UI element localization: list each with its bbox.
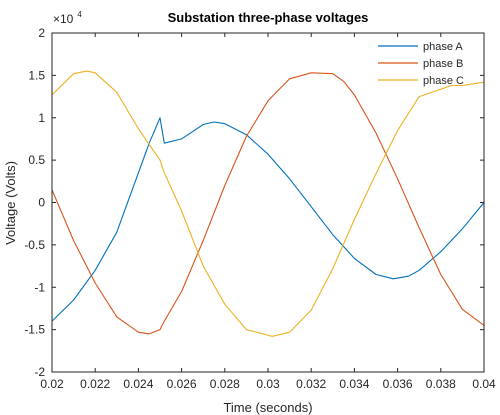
series-line-phase-c: [51, 70, 485, 337]
y-tick-label: 2: [38, 26, 45, 40]
y-tick-label: 1.5: [28, 68, 45, 82]
series-line-phase-a: [51, 117, 485, 322]
y-tick-label: -0.5: [24, 238, 45, 252]
y-axis-exponent: ×10 4: [53, 10, 82, 27]
y-tick-label: -1: [34, 280, 45, 294]
y-tick-label: 0.5: [28, 153, 45, 167]
x-tick-label: 0.02: [40, 377, 64, 391]
y-tick-label: 0: [38, 196, 45, 210]
series-layer: [51, 70, 485, 337]
y-tick-label: -2: [34, 365, 45, 379]
legend-entry-label: phase B: [423, 58, 463, 70]
x-tick-label: 0.022: [80, 377, 110, 391]
x-tick-label: 0.032: [296, 377, 326, 391]
chart-title: Substation three-phase voltages: [168, 10, 369, 25]
x-tick-label: 0.034: [339, 377, 369, 391]
legend: phase A phase B phase C: [378, 41, 464, 87]
plot-area: [52, 33, 484, 372]
x-tick-label: 0.04: [472, 377, 496, 391]
x-axis-ticks: 0.02 0.022 0.024 0.026 0.028 0.03 0.032 0.034 0.…: [40, 33, 496, 391]
x-tick-label: 0.028: [210, 377, 240, 391]
x-tick-label: 0.03: [256, 377, 280, 391]
legend-entry-label: phase C: [423, 75, 464, 87]
plot-frame: [51, 32, 485, 373]
y-axis-exponent-base: ×10: [53, 12, 74, 26]
legend-entry-label: phase A: [423, 41, 463, 53]
x-axis-label: Time (seconds): [223, 400, 312, 415]
x-tick-label: 0.026: [167, 377, 197, 391]
x-tick-label: 0.036: [383, 377, 413, 391]
y-tick-label: -1.5: [24, 323, 45, 337]
y-axis-exponent-power: 4: [77, 10, 82, 19]
y-axis-ticks: -2 -1.5 -1 -0.5 0 0.5 1 1.5 2: [24, 26, 484, 379]
y-axis-label: Voltage (Volts): [3, 161, 18, 245]
x-tick-label: 0.038: [426, 377, 456, 391]
series-line-phase-b: [51, 72, 485, 335]
x-tick-label: 0.024: [123, 377, 153, 391]
y-tick-label: 1: [38, 111, 45, 125]
